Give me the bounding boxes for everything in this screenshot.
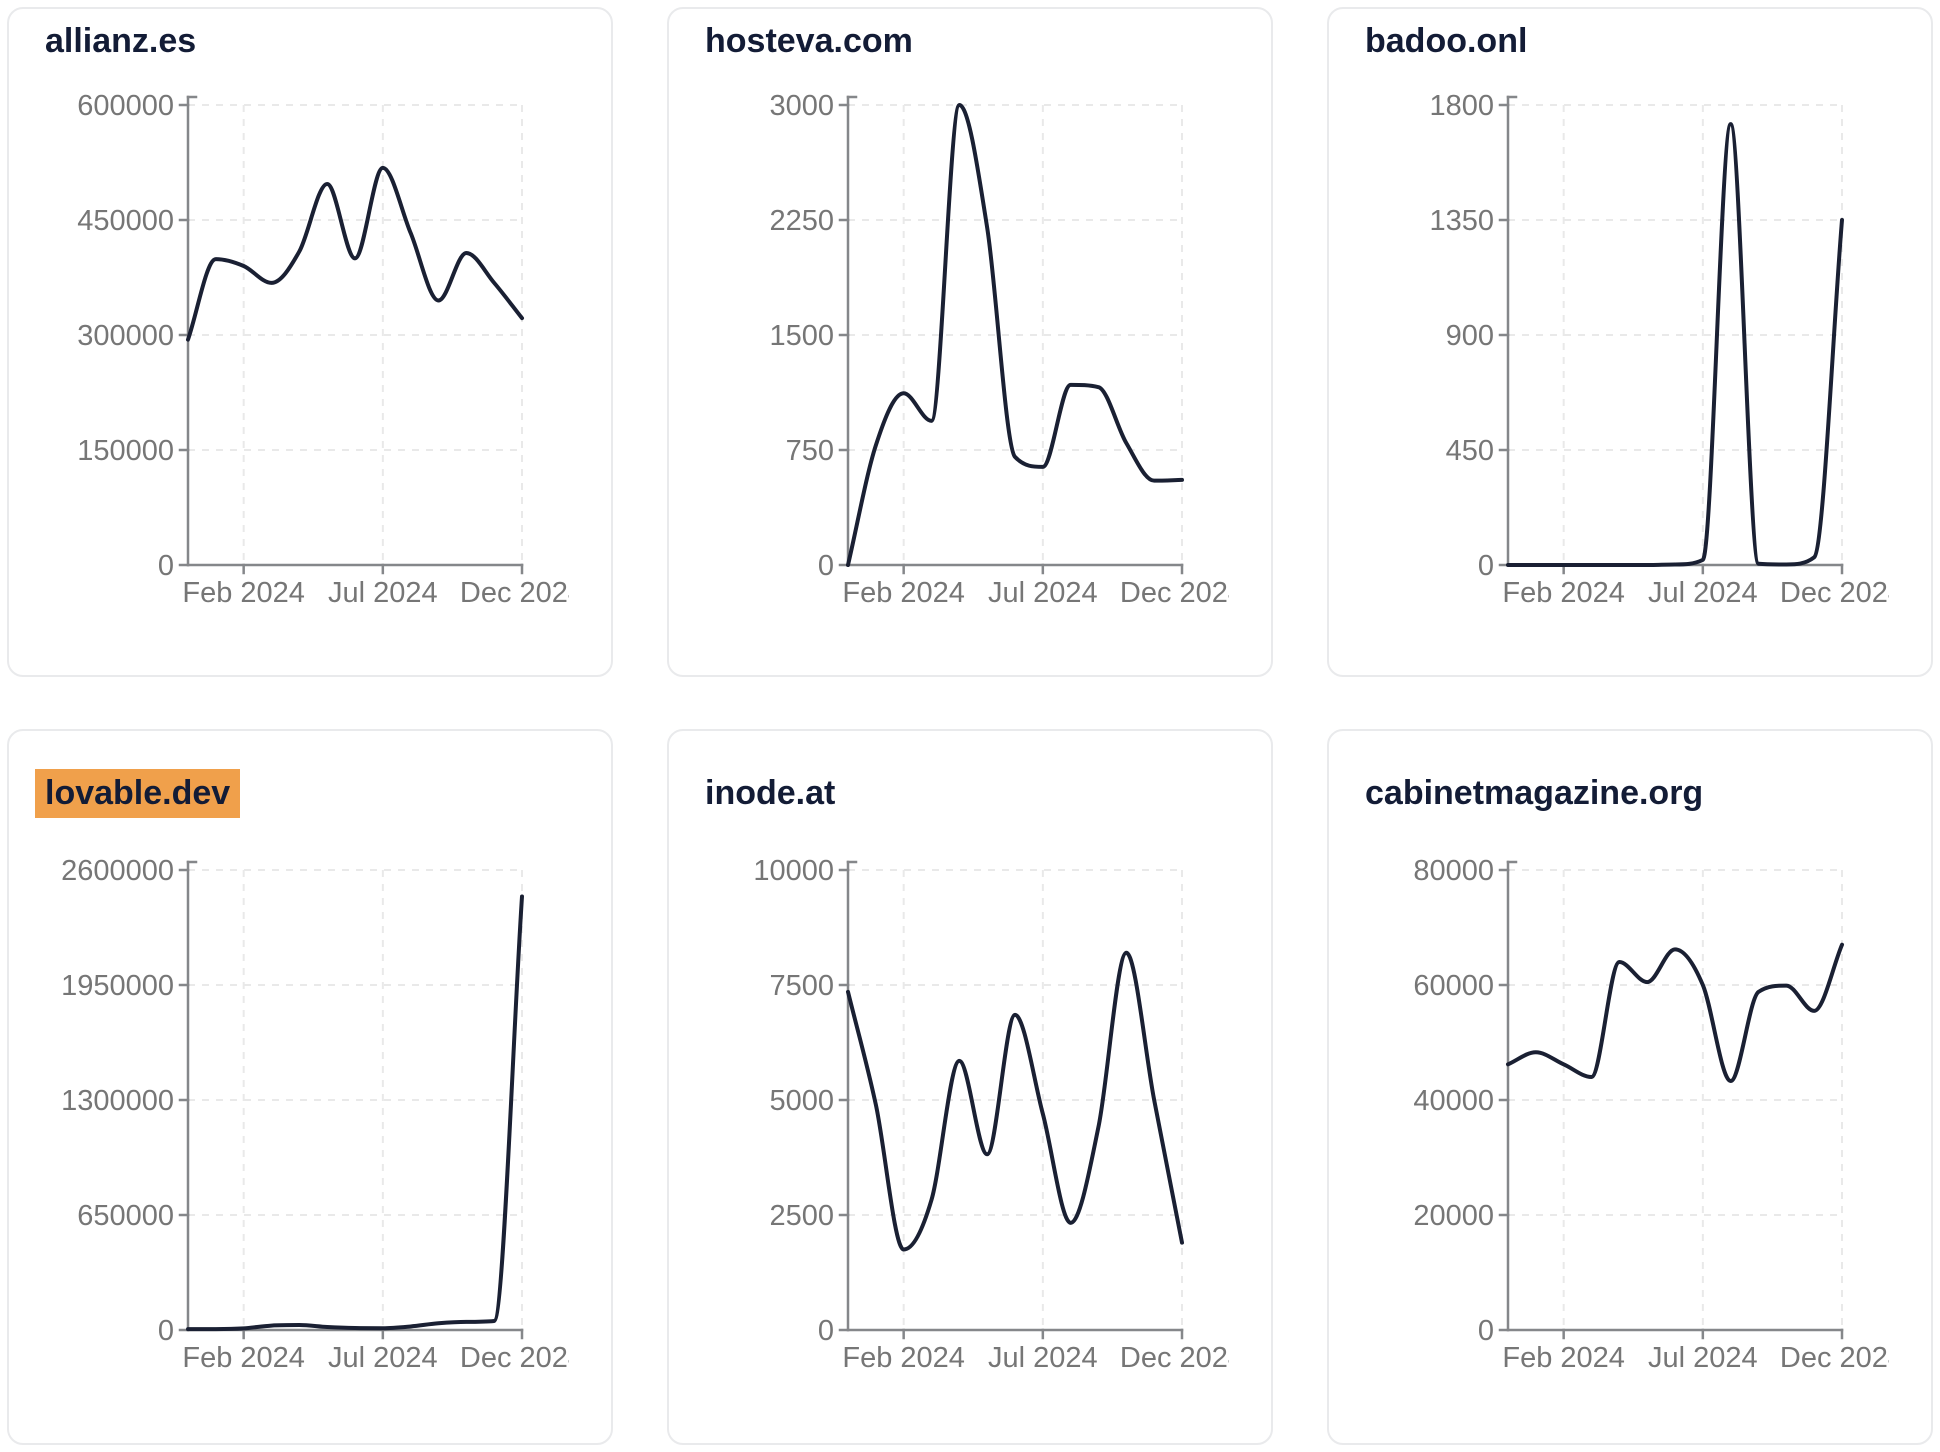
chart-card-allianz-es[interactable]: allianz.es 0 150000 300000 450000 600000 Feb … [7,7,613,677]
y-tick-label: 450 [1446,435,1494,467]
y-tick-label: 40000 [1413,1085,1494,1117]
x-tick-label: Dec 2024 [1120,577,1229,609]
y-tick-label: 2600000 [61,855,174,887]
x-tick-label: Feb 2024 [842,577,965,609]
series-line [1506,942,1844,1084]
x-tick-label: Dec 2024 [460,577,569,609]
y-tick-label: 600000 [77,90,174,122]
chart-canvas: 0 450 900 1350 1800 Feb 2024 Jul 2024 Dec 2024 [1429,90,1889,609]
y-tick-label: 750 [786,435,834,467]
x-tick-label: Feb 2024 [182,577,305,609]
y-tick-label: 1800 [1429,90,1494,122]
chart-canvas: 0 650000 1300000 1950000 2600000 Feb 2024 Jul … [61,855,569,1374]
x-tick-label: Jul 2024 [1648,1342,1758,1374]
x-tick-label: Feb 2024 [842,1342,965,1374]
x-tick-label: Jul 2024 [988,577,1098,609]
y-tick-label: 1500 [769,320,834,352]
series-line [1506,122,1844,567]
chart-title: badoo.onl [1365,22,1528,60]
y-tick-label: 0 [158,550,174,582]
line-chart: 0 650000 1300000 1950000 2600000 Feb 2024 Jul … [9,850,569,1390]
x-tick-label: Jul 2024 [328,577,438,609]
y-tick-label: 2250 [769,205,834,237]
series-line [186,894,524,1332]
line-chart: 0 20000 40000 60000 80000 Feb 2024 Jul 2024 Dec… [1329,850,1889,1390]
y-tick-label: 0 [818,1315,834,1347]
chart-card-hosteva-com[interactable]: hosteva.com 0 750 1500 2250 3000 Feb 2024 Jul … [667,7,1273,677]
x-tick-label: Feb 2024 [1502,1342,1625,1374]
x-tick-label: Feb 2024 [1502,577,1625,609]
line-chart: 0 2500 5000 7500 10000 Feb 2024 Jul 2024 Dec 20… [669,850,1229,1390]
chart-title: cabinetmagazine.org [1365,774,1704,812]
y-tick-label: 1350 [1429,205,1494,237]
chart-title: allianz.es [45,22,197,60]
x-tick-label: Dec 2024 [1780,577,1889,609]
y-tick-label: 20000 [1413,1200,1494,1232]
x-tick-label: Dec 2024 [1120,1342,1229,1374]
chart-canvas: 0 2500 5000 7500 10000 Feb 2024 Jul 2024 Dec 20… [753,855,1229,1374]
y-tick-label: 1950000 [61,970,174,1002]
chart-title: hosteva.com [705,22,913,60]
x-tick-label: Jul 2024 [988,1342,1098,1374]
y-tick-label: 150000 [77,435,174,467]
chart-canvas: 0 150000 300000 450000 600000 Feb 2024 Jul 202… [77,90,569,609]
series-line [186,165,524,342]
y-tick-label: 650000 [77,1200,174,1232]
series-line [846,950,1184,1252]
x-tick-label: Jul 2024 [328,1342,438,1374]
line-chart: 0 450 900 1350 1800 Feb 2024 Jul 2024 Dec 2024 [1329,85,1889,625]
chart-card-badoo-onl[interactable]: badoo.onl 0 450 900 1350 1800 Feb 2024 Jul 202… [1327,7,1933,677]
x-tick-label: Jul 2024 [1648,577,1758,609]
y-tick-label: 1300000 [61,1085,174,1117]
chart-title-highlighted: lovable.dev [35,769,241,818]
chart-card-lovable-dev[interactable]: lovable.dev 0 650000 1300000 1950000 2600000… [7,729,613,1445]
y-tick-label: 60000 [1413,970,1494,1002]
x-tick-label: Dec 2024 [1780,1342,1889,1374]
chart-canvas: 0 750 1500 2250 3000 Feb 2024 Jul 2024 Dec 2024 [769,90,1229,609]
y-tick-label: 450000 [77,205,174,237]
y-tick-label: 900 [1446,320,1494,352]
chart-canvas: 0 20000 40000 60000 80000 Feb 2024 Jul 2024 Dec… [1413,855,1889,1374]
y-tick-label: 0 [818,550,834,582]
y-tick-label: 80000 [1413,855,1494,887]
x-tick-label: Dec 2024 [460,1342,569,1374]
y-tick-label: 0 [158,1315,174,1347]
y-tick-label: 300000 [77,320,174,352]
chart-card-cabinetmagazine-org[interactable]: cabinetmagazine.org 0 20000 40000 60000 8000… [1327,729,1933,1445]
series-line [846,103,1184,567]
y-tick-label: 0 [1478,1315,1494,1347]
y-tick-label: 5000 [769,1085,834,1117]
chart-card-inode-at[interactable]: inode.at 0 2500 5000 7500 10000 Feb 2024 Jul 2… [667,729,1273,1445]
y-tick-label: 10000 [753,855,834,887]
y-tick-label: 0 [1478,550,1494,582]
chart-title: inode.at [705,774,836,812]
y-tick-label: 7500 [769,970,834,1002]
line-chart: 0 750 1500 2250 3000 Feb 2024 Jul 2024 Dec 2024 [669,85,1229,625]
x-tick-label: Feb 2024 [182,1342,305,1374]
y-tick-label: 2500 [769,1200,834,1232]
y-tick-label: 3000 [769,90,834,122]
line-chart: 0 150000 300000 450000 600000 Feb 2024 Jul 202… [9,85,569,625]
